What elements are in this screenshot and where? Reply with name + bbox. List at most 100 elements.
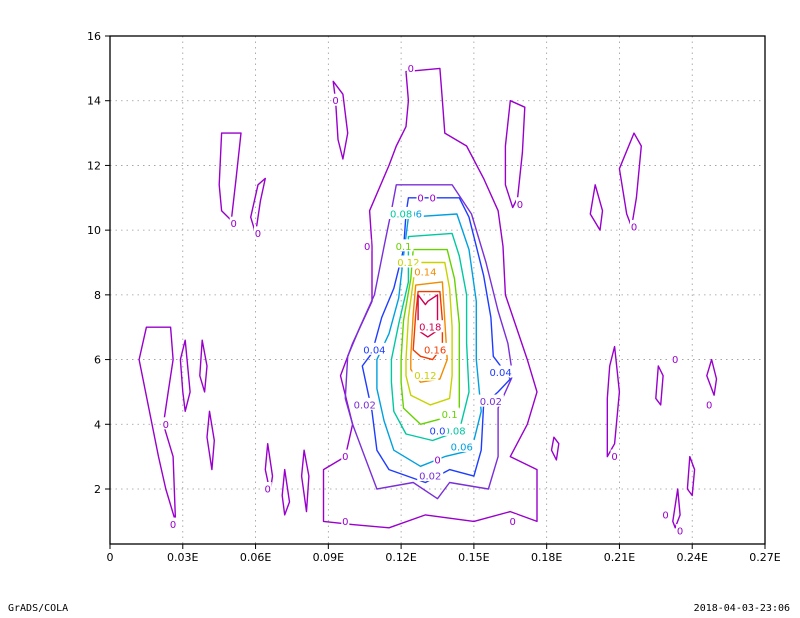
contour-label-bg (630, 219, 638, 232)
footer-timestamp: 2018-04-03-23:06 (693, 603, 790, 614)
contour-label: 0 (170, 520, 176, 531)
contour-label-bg (341, 449, 350, 462)
contour-line-0 (138, 326, 177, 523)
contour-label-bg (508, 514, 517, 527)
contour-label: 0.14 (414, 268, 436, 279)
y-axis-ticks: 2 4 6 8 10 12 14 16 (87, 30, 110, 496)
contour-label-bg (448, 439, 475, 452)
contour-label-bg (671, 352, 680, 365)
contour-label-bg (406, 61, 415, 74)
contour-label: 0.0 (430, 426, 446, 437)
contour-label-bg (487, 365, 514, 378)
grid-lines (110, 36, 765, 544)
contour-line-0 (250, 177, 266, 235)
x-tick-label: 0.27E (749, 551, 780, 564)
contour-label-bg (515, 197, 524, 210)
x-tick-label: 0.15E (458, 551, 489, 564)
y-tick-label: 6 (94, 354, 101, 367)
contour-label-bg (393, 239, 414, 252)
contour-label-bg (441, 423, 468, 436)
contour-label-bg (161, 417, 170, 430)
x-tick-label: 0.24E (676, 551, 707, 564)
x-axis-ticks: 0 0.03E 0.06E 0.09E 0.12E 0.15E 0.18E 0.21E 0.24… (107, 544, 781, 564)
contour-label: 0 (434, 455, 440, 466)
contour-label-bg (388, 206, 415, 219)
contour-label: 0.02 (354, 400, 376, 411)
contour-label-bg (676, 524, 685, 537)
contour-lines (138, 67, 718, 529)
contour-label-bg (439, 407, 460, 420)
contour-label-bg (363, 239, 372, 252)
contour-label: 0 (264, 484, 270, 495)
contour-label-bg (395, 255, 422, 268)
contour-label: 0.1 (442, 410, 458, 421)
contour-line-0 (655, 365, 664, 406)
y-tick-label: 14 (87, 95, 101, 108)
footer-credit: GrADS/COLA (8, 603, 69, 614)
contour-label: 0.08 (443, 426, 465, 437)
x-tick-label: 0.18E (531, 551, 562, 564)
contour-label: 0.18 (419, 323, 441, 334)
contour-line-0 (199, 339, 208, 393)
contour-line-0_02 (344, 184, 514, 500)
contour-label: 0.02 (480, 397, 502, 408)
contour-label: 0 (517, 200, 523, 211)
contour-label: 0 (510, 517, 516, 528)
contour-label-bg (331, 93, 340, 106)
contour-label-bg (428, 190, 437, 203)
x-tick-label: 0 (107, 551, 114, 564)
y-tick-label: 4 (94, 418, 101, 431)
contour-label: 0 (231, 219, 237, 230)
contour-line-0 (606, 345, 621, 458)
y-tick-label: 10 (87, 224, 101, 237)
contour-line-0 (504, 100, 526, 209)
plot-frame (109, 35, 766, 545)
contour-line-0 (550, 436, 560, 461)
x-tick-label: 0.03E (167, 551, 198, 564)
contour-label-bg (477, 394, 504, 407)
contour-label-bg (229, 216, 238, 229)
contour-line-0 (686, 455, 696, 497)
contour-label: 0.1 (396, 242, 412, 253)
x-tick-label: 0.21E (604, 551, 635, 564)
contour-label: 0 (332, 96, 338, 107)
contour-label: 0 (364, 242, 370, 253)
contour-label-bg (417, 469, 444, 482)
contour-label-bg (412, 368, 439, 381)
contour-line-0 (322, 67, 538, 529)
contour-label: 0.04 (489, 368, 511, 379)
contour-label: 0 (677, 527, 683, 538)
contour-label-bg (416, 190, 425, 203)
contour-line-0 (589, 184, 604, 231)
contour-line-0 (300, 449, 310, 513)
contour-line-0_06 (376, 213, 482, 467)
contour-label-bg (169, 517, 178, 530)
contour-line-0 (206, 410, 215, 471)
contour-label: 0 (631, 222, 637, 233)
contour-label: 0.06 (451, 442, 473, 453)
contour-label: 0 (417, 193, 423, 204)
contour-label-bg (433, 452, 442, 465)
contour-label-bg (422, 342, 449, 355)
contour-label-bg (417, 320, 444, 333)
contour-label-bg (427, 423, 448, 436)
contour-line-0 (672, 488, 681, 529)
contour-line-0 (332, 80, 349, 160)
contour-label: 0.16 (424, 345, 446, 356)
contour-label-bg (361, 342, 388, 355)
contour-label: 0 (662, 510, 668, 521)
contour-line-0_12 (405, 261, 453, 406)
contour-line-0 (706, 358, 718, 396)
contour-line-0_1 (400, 248, 460, 425)
contour-label: 0 (611, 452, 617, 463)
contour-label: 0 (672, 355, 678, 366)
contour-line-0_18 (417, 294, 439, 338)
contour-label: 0.04 (363, 345, 385, 356)
x-tick-label: 0.12E (385, 551, 416, 564)
y-tick-label: 8 (94, 289, 101, 302)
contour-label-bg (263, 481, 272, 494)
contour-label-bg (341, 514, 350, 527)
contour-label: 0 (342, 452, 348, 463)
